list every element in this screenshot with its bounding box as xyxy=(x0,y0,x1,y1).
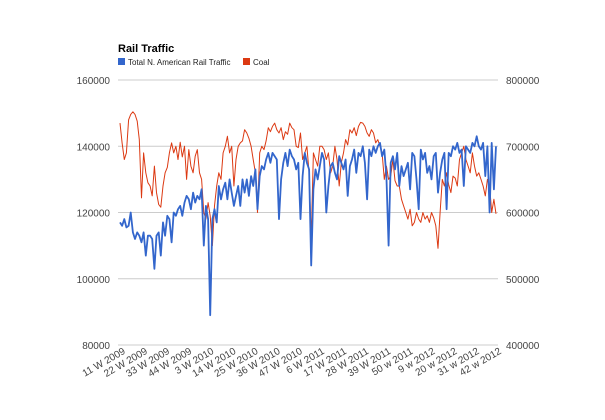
right-tick-label: 500000 xyxy=(506,275,540,286)
left-tick-label: 160000 xyxy=(77,76,111,87)
series-line-0 xyxy=(119,135,497,317)
left-tick-label: 140000 xyxy=(77,142,111,153)
legend-label-0: Total N. American Rail Traffic xyxy=(128,58,231,67)
chart-title: Rail Traffic xyxy=(118,43,174,55)
legend-swatch-0 xyxy=(118,58,125,65)
legend-label-1: Coal xyxy=(253,58,270,67)
series-line-1 xyxy=(119,111,497,249)
right-axis: 400000 500000 600000 700000 800000 xyxy=(506,76,540,352)
left-axis: 80000 100000 120000 140000 160000 xyxy=(77,76,111,352)
legend: Total N. American Rail Traffic Coal xyxy=(118,58,270,67)
right-tick-label: 400000 xyxy=(506,341,540,352)
right-tick-label: 800000 xyxy=(506,76,540,87)
right-tick-label: 700000 xyxy=(506,142,540,153)
left-tick-label: 100000 xyxy=(77,275,111,286)
left-tick-label: 80000 xyxy=(82,341,110,352)
series-layer xyxy=(119,111,497,317)
legend-swatch-1 xyxy=(243,58,250,65)
right-tick-label: 600000 xyxy=(506,209,540,220)
left-tick-label: 120000 xyxy=(77,209,111,220)
